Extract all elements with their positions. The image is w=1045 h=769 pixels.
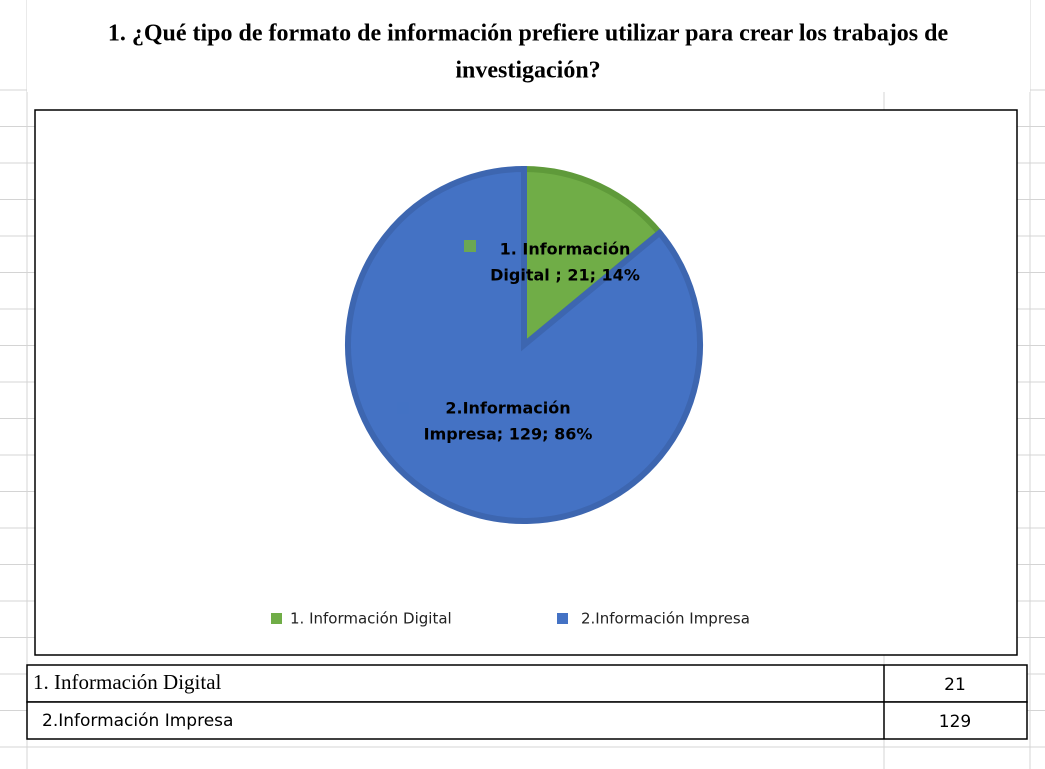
label-marker <box>397 402 409 414</box>
pie-slice <box>345 165 703 524</box>
pie-slice <box>521 165 664 352</box>
table-cell: 129 <box>939 712 971 732</box>
legend-label: 1. Información Digital <box>290 610 452 628</box>
label-marker <box>464 240 476 252</box>
data-label: 1. Información <box>500 240 631 259</box>
table-row <box>26 701 1028 740</box>
title-line: investigación? <box>455 58 600 84</box>
data-label: 2.Información <box>445 399 570 418</box>
legend-label: 2.Información Impresa <box>581 610 750 628</box>
table-cell: 1. Información Digital <box>33 670 222 694</box>
data-label: Digital ; 21; 14% <box>490 266 640 285</box>
title-cell <box>27 0 1030 92</box>
table-cell: 2.Información Impresa <box>42 711 233 731</box>
legend-swatch <box>557 613 568 624</box>
table-cell: 21 <box>944 675 966 695</box>
legend-swatch <box>271 613 282 624</box>
title-line: 1. ¿Qué tipo de formato de información p… <box>108 21 949 47</box>
data-label: Impresa; 129; 86% <box>424 425 593 444</box>
